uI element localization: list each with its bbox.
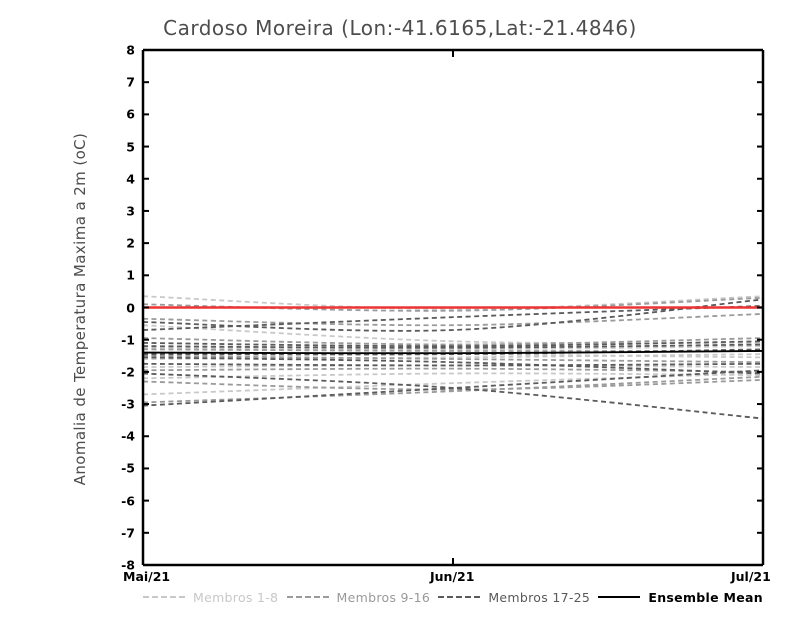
series-line: [142, 353, 764, 360]
series-line: [142, 298, 764, 332]
series-layer: [142, 295, 764, 420]
x-tick-label: Jun/21: [430, 569, 475, 584]
series-line: [142, 354, 764, 364]
y-tick-label: 8: [126, 42, 135, 58]
y-tick-label: 6: [126, 106, 135, 122]
y-tick-label: -7: [121, 525, 135, 541]
ensemble-mean-line: [142, 350, 764, 355]
axes-layer: [141, 48, 765, 567]
series-line: [142, 375, 764, 404]
series-line: [142, 340, 764, 348]
y-tick-label: -4: [121, 428, 135, 444]
legend-item-membros-1-8: Membros 1-8: [143, 590, 278, 605]
y-tick-label: -6: [121, 493, 135, 509]
y-tick-label: -1: [121, 332, 135, 348]
legend-label-membros-1-8: Membros 1-8: [193, 589, 279, 605]
legend-item-membros-17-25: Membros 17-25: [438, 590, 590, 605]
series-line: [142, 379, 764, 391]
legend-item-membros-9-16: Membros 9-16: [286, 589, 431, 605]
legend-label-ensemble-mean: Ensemble Mean: [648, 589, 763, 605]
series-line: [142, 345, 764, 351]
y-tick-label: 7: [126, 74, 135, 90]
legend-label-membros-9-16: Membros 9-16: [336, 589, 431, 605]
series-line: [142, 356, 764, 375]
legend-label-membros-17-25: Membros 17-25: [488, 589, 591, 605]
series-line: [142, 343, 764, 349]
series-line: [142, 295, 764, 311]
series-line: [142, 296, 764, 312]
legend-swatch-membros-17-25: [438, 596, 481, 598]
series-line: [142, 337, 764, 346]
y-tick-label: 4: [126, 171, 135, 187]
y-tick-label: 2: [126, 235, 135, 251]
y-tick-label: 5: [126, 139, 135, 155]
y-tick-label: -2: [121, 364, 135, 380]
chart-title: Cardoso Moreira (Lon:-41.6165,Lat:-21.48…: [163, 16, 637, 40]
legend-item-ensemble-mean: Ensemble Mean: [598, 590, 763, 605]
legend-swatch-membros-1-8: [143, 596, 185, 598]
y-tick-label: -3: [121, 396, 135, 412]
legend-swatch-ensemble-mean: [598, 596, 641, 598]
y-tick-label: -8: [121, 557, 135, 573]
series-line: [142, 372, 764, 396]
series-line: [142, 369, 764, 407]
y-tick-label: 3: [126, 203, 135, 219]
x-tick-label: Mai/21: [123, 569, 171, 584]
y-tick-label: 0: [126, 300, 135, 315]
y-tick-label: 1: [126, 267, 135, 283]
series-line: [142, 372, 764, 420]
series-line: [142, 362, 764, 367]
legend-swatch-membros-9-16: [286, 596, 329, 598]
x-tick-label: Jul/21: [731, 569, 771, 584]
series-line: [142, 313, 764, 327]
y-tick-label: -5: [121, 460, 135, 476]
chart-legend: Membros 1-8 Membros 9-16 Membros 17-25 E…: [143, 586, 763, 608]
